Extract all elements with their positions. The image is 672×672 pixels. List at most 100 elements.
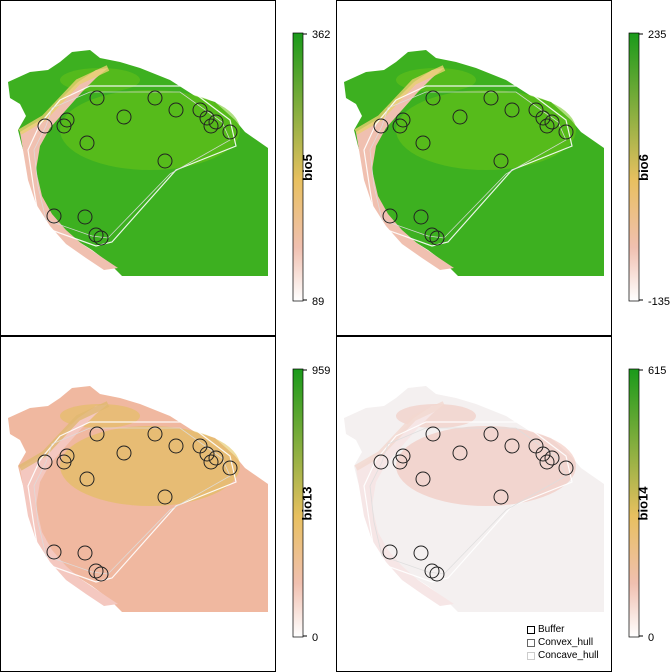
colorbar-title: bio5 xyxy=(299,154,315,181)
buffer-circle xyxy=(452,445,468,461)
buffer-circle xyxy=(222,124,238,140)
buffer-circle xyxy=(116,445,132,461)
buffer-circle xyxy=(429,230,445,246)
panel-bio6: 235 -135 bio6 xyxy=(336,0,672,336)
buffer-circle xyxy=(46,208,62,224)
panel-bio14: 615 0 bio14 xyxy=(336,336,672,672)
colorbar-min-label: 0 xyxy=(648,632,655,644)
buffer-circle xyxy=(539,118,555,134)
convex-hull xyxy=(27,85,237,247)
buffer-circle xyxy=(37,118,53,134)
buffer-circle xyxy=(37,454,53,470)
buffer-circle xyxy=(424,563,440,579)
buffer-circle xyxy=(558,460,574,476)
legend-label: Convex_hull xyxy=(538,637,594,648)
buffer-circle xyxy=(493,153,509,169)
buffer-circle xyxy=(208,114,224,130)
buffer-circle xyxy=(544,114,560,130)
buffer-circle xyxy=(157,153,173,169)
buffer-circle xyxy=(199,110,215,126)
buffer-circle xyxy=(203,454,219,470)
colorbar-title: bio6 xyxy=(635,154,651,181)
colorbar-min-label: 0 xyxy=(312,632,319,644)
buffer-circle xyxy=(79,471,95,487)
legend-label: Concave_hull xyxy=(538,650,599,661)
legend-swatch xyxy=(527,625,535,634)
climate-zone xyxy=(396,90,576,170)
buffer-circle xyxy=(413,209,429,225)
colorbar xyxy=(628,32,640,302)
buffer-circle xyxy=(93,230,109,246)
buffer-circle xyxy=(77,209,93,225)
map-svg xyxy=(8,32,307,302)
legend: Buffer Convex_hull Concave_hull xyxy=(527,623,599,662)
buffer-circle xyxy=(222,460,238,476)
buffer-circle xyxy=(415,471,431,487)
buffer-circle xyxy=(157,489,173,505)
convex-hull xyxy=(363,421,573,583)
buffer-circle xyxy=(535,110,551,126)
panel-bio5: 362 89 bio5 xyxy=(0,0,336,336)
buffer-circle xyxy=(425,90,441,106)
buffer-circle xyxy=(168,438,184,454)
buffer-circle xyxy=(424,227,440,243)
colorbar xyxy=(628,368,640,638)
map-svg xyxy=(344,32,643,302)
buffer-circle xyxy=(147,426,163,442)
buffer-circle xyxy=(93,566,109,582)
buffer-circle xyxy=(413,545,429,561)
buffer-circle xyxy=(46,544,62,560)
buffer-circle xyxy=(79,135,95,151)
legend-swatch xyxy=(527,651,535,660)
buffer-circle xyxy=(373,454,389,470)
buffer-circle xyxy=(77,545,93,561)
colorbar-title: bio14 xyxy=(635,486,651,521)
buffer-circle xyxy=(392,454,408,470)
panel-bio13: 959 0 bio13 xyxy=(0,336,336,672)
buffer-circle xyxy=(373,118,389,134)
legend-item-convex-hull: Convex_hull xyxy=(527,636,599,649)
colorbar-title: bio13 xyxy=(299,486,315,521)
buffer-circle xyxy=(208,450,224,466)
buffer-circle xyxy=(382,544,398,560)
buffer-circle xyxy=(558,124,574,140)
buffer-circle xyxy=(483,426,499,442)
buffer-circle xyxy=(56,454,72,470)
buffer-circle xyxy=(88,563,104,579)
buffer-circle xyxy=(392,118,408,134)
legend-item-buffer: Buffer xyxy=(527,623,599,636)
buffer-circle xyxy=(168,102,184,118)
buffer-circle xyxy=(56,118,72,134)
buffer-circle xyxy=(89,90,105,106)
map-svg xyxy=(8,368,307,638)
colorbar xyxy=(292,368,304,638)
buffer-circle xyxy=(415,135,431,151)
buffer-circle xyxy=(535,446,551,462)
climate-zone xyxy=(60,90,240,170)
colorbar-min-label: -135 xyxy=(648,296,671,308)
buffer-circle xyxy=(425,426,441,442)
buffer-circle xyxy=(88,227,104,243)
colorbar xyxy=(292,32,304,302)
legend-label: Buffer xyxy=(538,624,565,635)
buffer-circle xyxy=(116,109,132,125)
convex-hull xyxy=(363,85,573,247)
buffer-circle xyxy=(539,454,555,470)
colorbar-max-label: 615 xyxy=(648,365,667,377)
buffer-circle xyxy=(483,90,499,106)
colorbar-max-label: 235 xyxy=(648,29,667,41)
buffer-circle xyxy=(89,426,105,442)
buffer-circle xyxy=(504,438,520,454)
buffer-circle xyxy=(504,102,520,118)
buffer-circle xyxy=(199,446,215,462)
buffer-circle xyxy=(382,208,398,224)
buffer-circle xyxy=(544,450,560,466)
convex-hull xyxy=(27,421,237,583)
buffer-circle xyxy=(429,566,445,582)
buffer-circle xyxy=(452,109,468,125)
colorbar-min-label: 89 xyxy=(312,296,325,308)
map-svg xyxy=(344,368,643,638)
buffer-circle xyxy=(493,489,509,505)
legend-item-concave-hull: Concave_hull xyxy=(527,649,599,662)
climate-zone xyxy=(60,426,240,506)
